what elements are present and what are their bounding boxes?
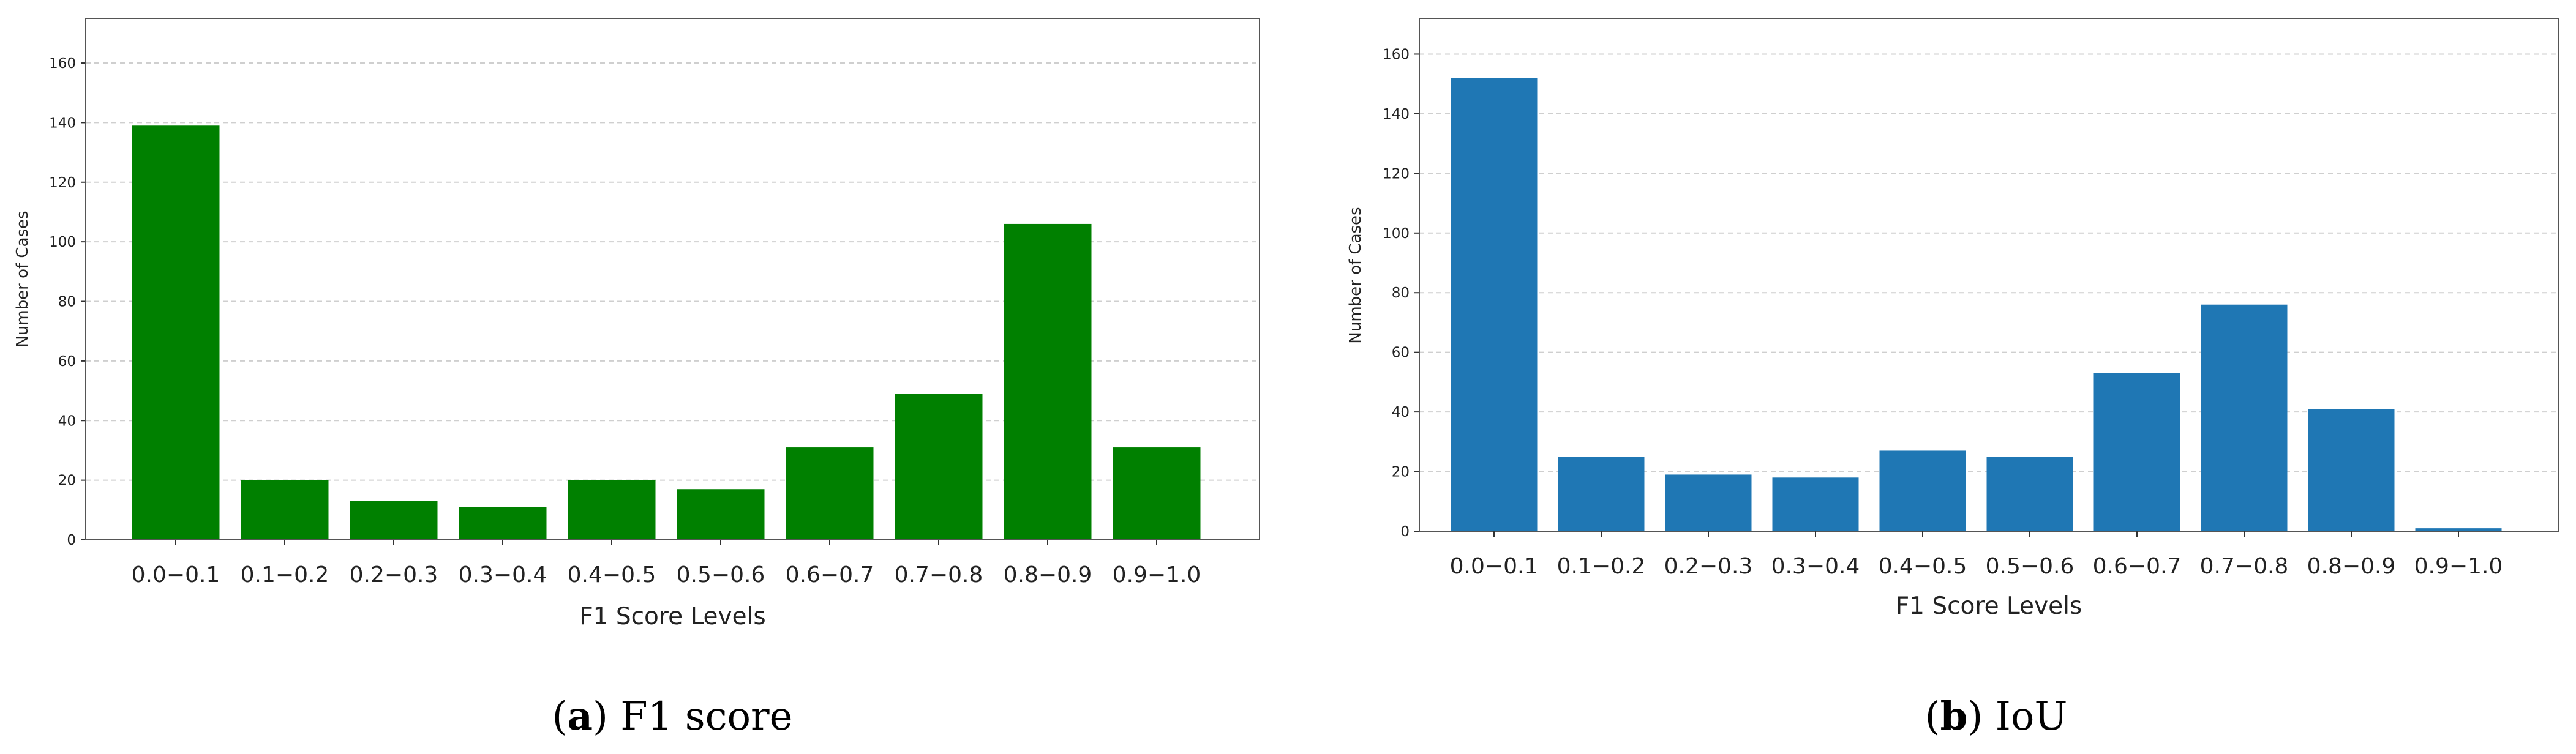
x-tick-label: 0.9−1.0: [1113, 562, 1201, 588]
bar: [895, 394, 983, 540]
y-tick-label: 160: [1383, 47, 1410, 62]
bar: [786, 447, 874, 540]
chart-a: 0 20 40 60 80 100 120 140 160 0.0−0.1 0.1−0.2 0.2−0…: [13, 18, 1260, 739]
x-tick-label: 0.8−0.9: [1004, 562, 1092, 588]
bar: [1986, 457, 2073, 531]
plot-frame: [85, 18, 1260, 540]
x-tick-label: 0.8−0.9: [2307, 554, 2396, 579]
y-axis-label: Number of Cases: [1346, 207, 1365, 343]
bar: [677, 489, 765, 540]
x-tick-label: 0.5−0.6: [1986, 554, 2075, 579]
x-tick-label: 0.4−0.5: [568, 562, 656, 588]
y-tick-label: 40: [58, 413, 76, 429]
x-tick-label: 0.0−0.1: [1450, 554, 1539, 579]
bar: [132, 125, 220, 540]
y-tick-label: 100: [49, 234, 76, 250]
x-tick-label: 0.3−0.4: [1771, 554, 1860, 579]
caption-open-paren: (: [552, 694, 568, 739]
caption-text: F1 score: [620, 694, 792, 739]
x-tick-label: 0.6−0.7: [786, 562, 874, 588]
y-tick-label: 140: [1383, 106, 1410, 122]
x-axis-label: F1 Score Levels: [579, 603, 766, 630]
bar: [1772, 477, 1859, 531]
y-tick-label: 60: [58, 354, 76, 370]
x-tick-label: 0.3−0.4: [459, 562, 547, 588]
x-tick-label: 0.0−0.1: [132, 562, 220, 588]
panel-caption: (b) IoU: [1925, 693, 2068, 739]
y-tick-label: 120: [1383, 166, 1410, 182]
bar: [2093, 373, 2180, 531]
y-tick-label: 140: [49, 115, 76, 131]
bar: [2415, 528, 2502, 531]
y-tick-label: 100: [1383, 226, 1410, 242]
caption-letter: b: [1940, 693, 1968, 739]
y-tick-label: 160: [49, 56, 76, 72]
bar: [1558, 457, 1645, 531]
x-tick-label: 0.7−0.8: [2200, 554, 2289, 579]
y-axis-label: Number of Cases: [13, 211, 32, 347]
bar: [1665, 474, 1752, 531]
caption-text: IoU: [1996, 694, 2068, 739]
caption-close-paren: ): [1967, 694, 1995, 739]
y-tick-label: 0: [1400, 524, 1410, 540]
y-tick-label: 60: [1392, 345, 1410, 361]
bar: [568, 480, 656, 540]
caption-close-paren: ): [593, 694, 620, 739]
x-tick-label: 0.9−1.0: [2414, 554, 2503, 579]
y-tick-label: 0: [67, 532, 76, 548]
bar: [1113, 447, 1201, 540]
y-tick-label: 80: [58, 294, 76, 310]
bar: [1451, 78, 1538, 531]
x-tick-label: 0.2−0.3: [1664, 554, 1753, 579]
y-tick-label: 80: [1392, 285, 1410, 301]
y-tick-label: 120: [49, 175, 76, 191]
caption-open-paren: (: [1925, 694, 1940, 739]
x-tick-label: 0.2−0.3: [350, 562, 438, 588]
panel-caption: (a) F1 score: [552, 693, 793, 739]
chart-b: 0 20 40 60 80 100 120 140 160 0.0−0.1 0.1−0.2 0.2−0…: [1346, 18, 2559, 739]
plot-frame: [1419, 18, 2559, 532]
x-axis-label: F1 Score Levels: [1896, 592, 2082, 620]
bar: [241, 480, 329, 540]
bar: [2308, 409, 2395, 531]
x-tick-label: 0.1−0.2: [1557, 554, 1646, 579]
bar: [1004, 223, 1092, 540]
y-tick-label: 40: [1392, 405, 1410, 420]
bar: [459, 507, 547, 540]
caption-letter: a: [568, 693, 593, 739]
y-tick-label: 20: [1392, 465, 1410, 480]
x-tick-label: 0.1−0.2: [241, 562, 329, 588]
y-tick-label: 20: [58, 473, 76, 489]
bar: [2201, 304, 2288, 531]
x-tick-label: 0.6−0.7: [2093, 554, 2182, 579]
bar: [350, 501, 438, 540]
bar: [1879, 450, 1966, 531]
x-tick-label: 0.5−0.6: [677, 562, 765, 588]
x-tick-label: 0.4−0.5: [1879, 554, 1967, 579]
x-tick-label: 0.7−0.8: [895, 562, 983, 588]
